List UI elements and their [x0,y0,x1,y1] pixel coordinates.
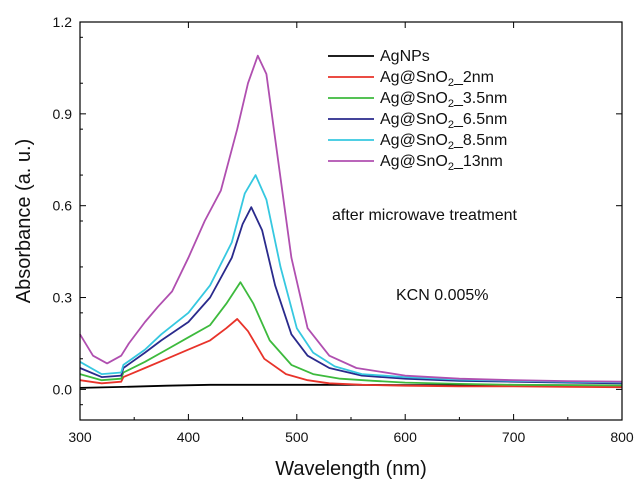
y-axis-label: Absorbance (a. u.) [13,139,35,304]
x-tick-label-2: 500 [285,429,309,445]
y-tick-label-0: 0.0 [53,381,73,397]
legend-label-3: Ag@SnO2_6.5nm [380,111,507,131]
series-line-0 [79,383,623,389]
x-tick-label-5: 800 [610,429,634,445]
series-line-4 [79,174,623,384]
y-tick-label-2: 0.6 [53,198,73,214]
series-line-3 [79,206,623,385]
annotation-treatment: after microwave treatment [332,207,518,224]
ticks-layer: 300 400 500 600 700 800 0.0 0.3 0.6 0.9 1.2 [53,14,634,445]
series-line-1 [79,318,623,389]
legend: AgNPs Ag@SnO2_2nmAg@SnO2_3.5nmAg@SnO2_6.5… [328,48,507,173]
legend-label-2: Ag@SnO2_3.5nm [380,90,507,110]
legend-label-4: Ag@SnO2_8.5nm [380,132,507,152]
series-line-2 [79,281,623,387]
series-layer [79,54,623,389]
legend-label-1: Ag@SnO2_2nm [380,69,494,89]
legend-label-5: Ag@SnO2_13nm [380,153,503,173]
x-tick-label-1: 400 [177,429,201,445]
y-tick-label-3: 0.9 [53,106,73,122]
annotation-kcn: KCN 0.005% [396,287,489,304]
y-tick-label-4: 1.2 [53,14,73,30]
legend-label-0: AgNPs [380,48,430,65]
x-axis-label: Wavelength (nm) [275,458,427,480]
x-tick-label-4: 700 [502,429,526,445]
series-line-5 [79,54,623,383]
x-tick-label-0: 300 [68,429,92,445]
x-tick-label-3: 600 [394,429,418,445]
y-tick-label-1: 0.3 [53,290,73,306]
